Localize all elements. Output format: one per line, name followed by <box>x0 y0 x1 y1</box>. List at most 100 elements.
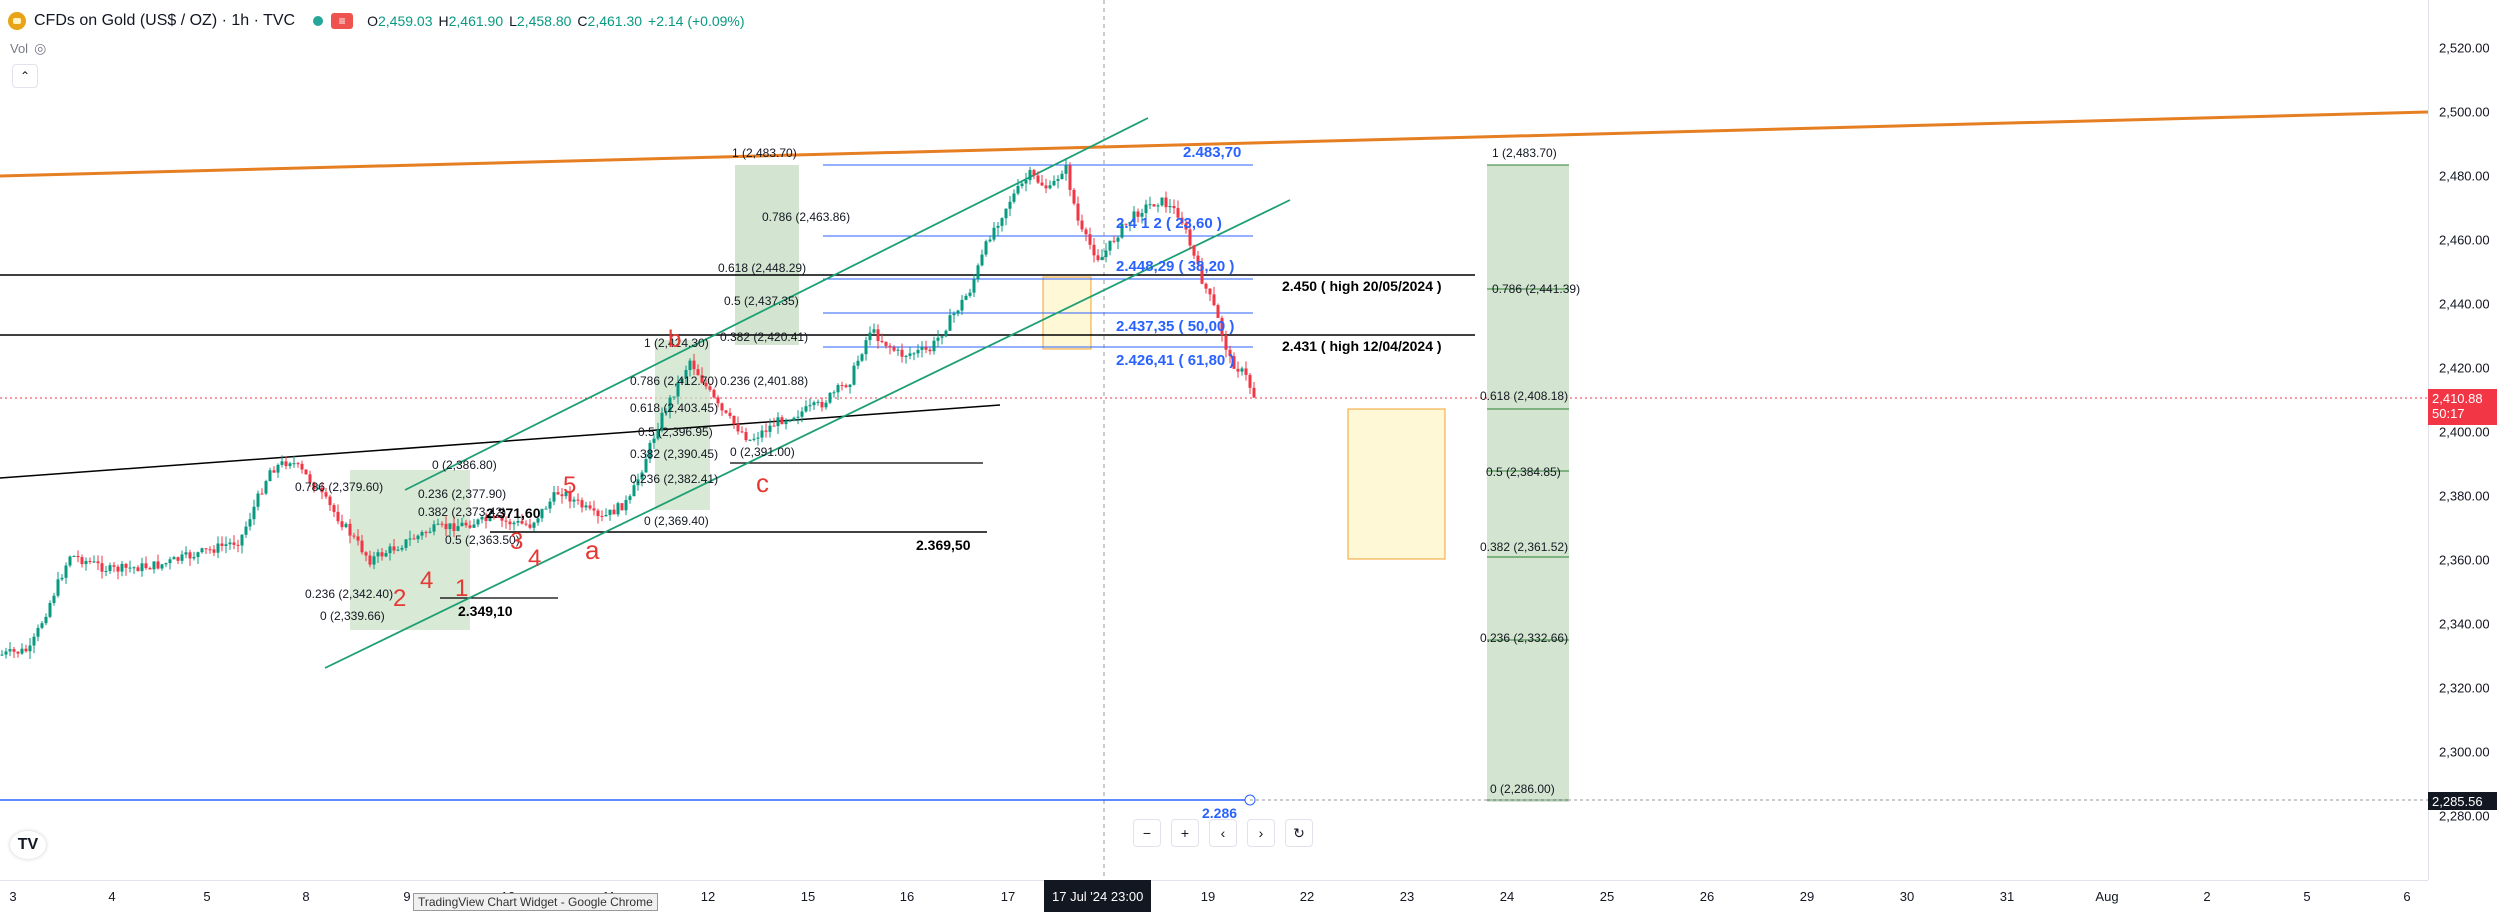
chart-canvas[interactable] <box>0 0 2428 880</box>
candle-body <box>68 556 72 566</box>
candle-body <box>292 463 296 465</box>
candle-body <box>104 570 108 572</box>
candle-body <box>544 508 548 510</box>
time-tick: 31 <box>1999 889 2015 904</box>
candle-body <box>516 521 520 523</box>
candle-body <box>200 548 204 553</box>
market-status-icon[interactable] <box>313 16 324 26</box>
candle-body <box>16 651 20 654</box>
candle-body <box>816 401 820 403</box>
candle-body <box>140 563 144 572</box>
time-tick: 17 <box>1000 889 1016 904</box>
candle-body <box>1188 229 1192 246</box>
candle-body <box>208 549 212 551</box>
candle-body <box>860 354 864 361</box>
price-axis[interactable]: 2,520.00 2,500.00 2,480.00 2,460.00 2,44… <box>2428 0 2497 880</box>
candle-body <box>1220 317 1224 336</box>
ohlc-values: O2,459.03 H2,461.90 L2,458.80 C2,461.30 … <box>367 13 744 29</box>
candle-body <box>12 649 16 652</box>
candle-body <box>444 523 448 530</box>
candle-body <box>1252 387 1256 398</box>
candle-body <box>560 494 564 497</box>
candle-body <box>920 347 924 350</box>
candle-body <box>708 386 712 390</box>
candle-body <box>868 332 872 341</box>
candle-body <box>328 496 332 506</box>
candle-body <box>720 403 724 411</box>
candle-body <box>820 401 824 408</box>
candle-body <box>112 565 116 567</box>
candle-body <box>1040 182 1044 186</box>
symbol-title[interactable]: CFDs on Gold (US$ / OZ) · 1h · TVC <box>34 12 296 29</box>
scroll-left-button[interactable]: ‹ <box>1209 819 1237 847</box>
candle-body <box>8 649 12 652</box>
candle-body <box>416 535 420 540</box>
candle-body <box>528 524 532 528</box>
candle-body <box>604 514 608 517</box>
candle-body <box>964 295 968 300</box>
candle-body <box>1180 217 1184 224</box>
candle-body <box>584 505 588 508</box>
price-tick: 2,360.00 <box>2439 552 2490 568</box>
collapse-legend-button[interactable]: ⌃ <box>12 64 38 88</box>
candle-body <box>944 330 948 337</box>
candle-body <box>264 481 268 494</box>
candle-body <box>408 538 412 540</box>
candle-body <box>728 412 732 416</box>
candle-body <box>916 349 920 354</box>
candle-body <box>152 561 156 570</box>
fib-box-right <box>1487 165 1569 802</box>
candle-body <box>1128 221 1132 225</box>
candle-body <box>888 345 892 348</box>
candle-body <box>180 554 184 561</box>
candle-body <box>88 560 92 563</box>
zoom-out-button[interactable]: − <box>1133 819 1161 847</box>
candle-body <box>392 546 396 551</box>
candle-body <box>900 349 904 357</box>
candle-body <box>372 556 376 565</box>
candle-body <box>40 623 44 628</box>
candle-body <box>476 519 480 525</box>
settings-menu-icon[interactable]: ≡ <box>331 13 354 29</box>
time-axis[interactable]: 3 4 5 8 9 10 11 12 15 16 17 19 22 23 24 … <box>0 880 2428 913</box>
scroll-right-button[interactable]: › <box>1247 819 1275 847</box>
candle-body <box>572 499 576 502</box>
candle-body <box>776 417 780 427</box>
reset-chart-button[interactable]: ↻ <box>1285 819 1313 847</box>
candle-body <box>880 340 884 342</box>
price-tick: 2,460.00 <box>2439 232 2490 248</box>
candle-body <box>848 384 852 388</box>
candle-body <box>232 542 236 545</box>
candle-body <box>212 549 216 553</box>
candle-body <box>320 487 324 493</box>
candle-body <box>704 382 708 387</box>
candle-body <box>148 568 152 570</box>
candle-body <box>992 227 996 240</box>
candle-body <box>856 360 860 366</box>
candle-body <box>564 491 568 497</box>
candle-body <box>1244 368 1248 375</box>
fib-box-left <box>350 470 470 630</box>
candle-body <box>120 563 124 572</box>
candle-body <box>1224 335 1228 350</box>
candle-body <box>892 347 896 351</box>
candle-body <box>924 347 928 350</box>
candle-body <box>324 492 328 497</box>
candle-body <box>648 442 652 459</box>
candle-body <box>792 417 796 421</box>
hidden-eye-icon[interactable]: ◎ <box>34 40 47 56</box>
candle-body <box>500 517 504 521</box>
tradingview-logo-icon[interactable]: TV <box>10 831 46 859</box>
candle-body <box>1228 349 1232 357</box>
candle-body <box>616 503 620 515</box>
candle-body <box>344 523 348 528</box>
ohlc-close: C2,461.30 <box>577 13 643 29</box>
candle-body <box>804 406 808 412</box>
candle-body <box>456 526 460 531</box>
candle-body <box>832 392 836 394</box>
candle-body <box>512 522 516 525</box>
candle-body <box>132 567 136 569</box>
zoom-in-button[interactable]: + <box>1171 819 1199 847</box>
volume-label[interactable]: Vol <box>10 41 29 56</box>
candle-body <box>0 654 4 656</box>
